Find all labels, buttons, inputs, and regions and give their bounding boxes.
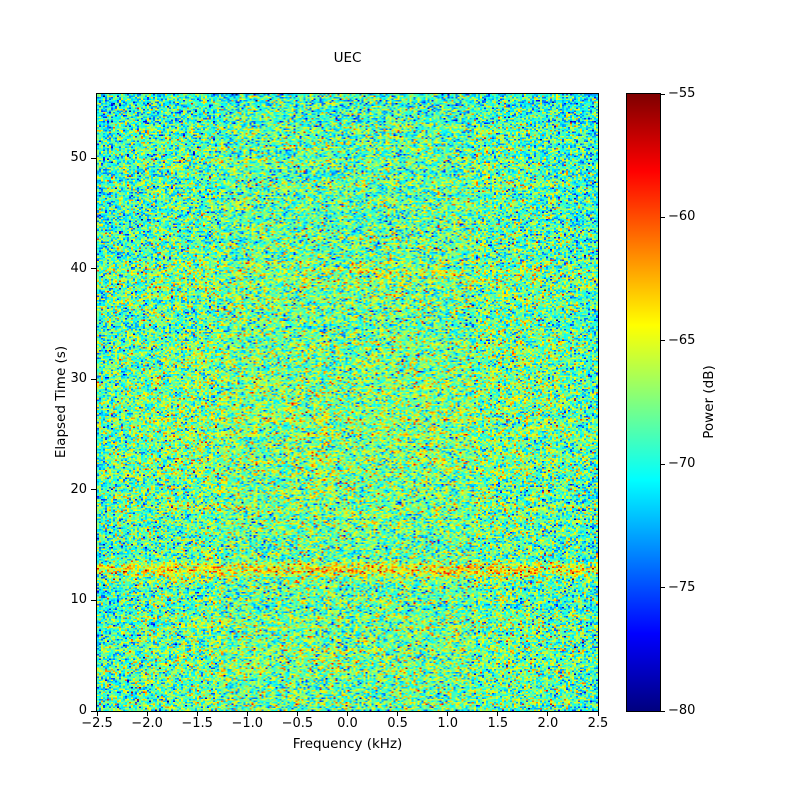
colorbar-tick-label: −80 — [668, 703, 696, 718]
y-tick-mark — [91, 378, 96, 380]
y-tick-label: 20 — [70, 481, 87, 497]
x-tick-label: −2.5 — [81, 716, 113, 731]
chart-title: UEC — [333, 50, 362, 66]
x-tick-mark — [246, 712, 248, 716]
colorbar-tick-mark — [661, 587, 665, 589]
y-tick-mark — [91, 489, 96, 491]
y-tick-label: 0 — [78, 703, 87, 718]
colorbar-tick-label: −55 — [668, 86, 696, 101]
colorbar-tick-mark — [661, 340, 665, 342]
x-tick-label: 2.0 — [537, 716, 559, 731]
colorbar-tick-mark — [661, 93, 665, 95]
colorbar-gradient — [627, 94, 660, 711]
x-tick-label: 1.0 — [437, 716, 459, 731]
x-tick-label: 2.5 — [587, 716, 609, 731]
colorbar-tick-label: −65 — [668, 332, 696, 348]
y-tick-mark — [91, 710, 96, 712]
colorbar-tick-label: −70 — [668, 456, 696, 472]
x-tick-label: 1.5 — [487, 716, 509, 731]
x-tick-mark — [296, 712, 298, 716]
x-tick-mark — [196, 712, 198, 716]
x-tick-label: −1.0 — [231, 716, 264, 731]
x-tick-mark — [397, 712, 399, 716]
x-tick-mark — [96, 712, 98, 716]
y-tick-label: 40 — [70, 260, 87, 276]
x-tick-label: 0.5 — [387, 716, 408, 731]
x-tick-label: −1.5 — [181, 716, 213, 731]
x-tick-mark — [497, 712, 499, 716]
y-tick-label: 10 — [70, 592, 87, 608]
y-tick-mark — [91, 157, 96, 159]
y-tick-label: 50 — [70, 150, 87, 166]
colorbar-tick-mark — [661, 710, 665, 712]
x-tick-mark — [597, 712, 599, 716]
y-tick-mark — [91, 268, 96, 270]
spectrogram-heatmap — [97, 94, 598, 711]
colorbar-tick-label: −60 — [668, 209, 696, 225]
x-axis-label: Frequency (kHz) — [292, 736, 403, 752]
y-tick-label: 30 — [70, 371, 87, 387]
x-tick-mark — [547, 712, 549, 716]
x-tick-mark — [146, 712, 148, 716]
x-tick-label: −2.0 — [131, 716, 163, 731]
x-tick-mark — [347, 712, 348, 716]
x-tick-label: −0.5 — [281, 716, 314, 731]
y-tick-mark — [91, 599, 96, 601]
colorbar-tick-mark — [661, 463, 665, 465]
colorbar — [626, 93, 661, 712]
x-tick-mark — [447, 712, 449, 716]
colorbar-label: Power (dB) — [701, 365, 717, 439]
plot-area — [96, 93, 599, 712]
x-tick-label: 0.0 — [337, 716, 358, 731]
colorbar-tick-label: −75 — [668, 579, 696, 595]
colorbar-tick-mark — [661, 216, 665, 218]
y-axis-label: Elapsed Time (s) — [53, 345, 69, 459]
